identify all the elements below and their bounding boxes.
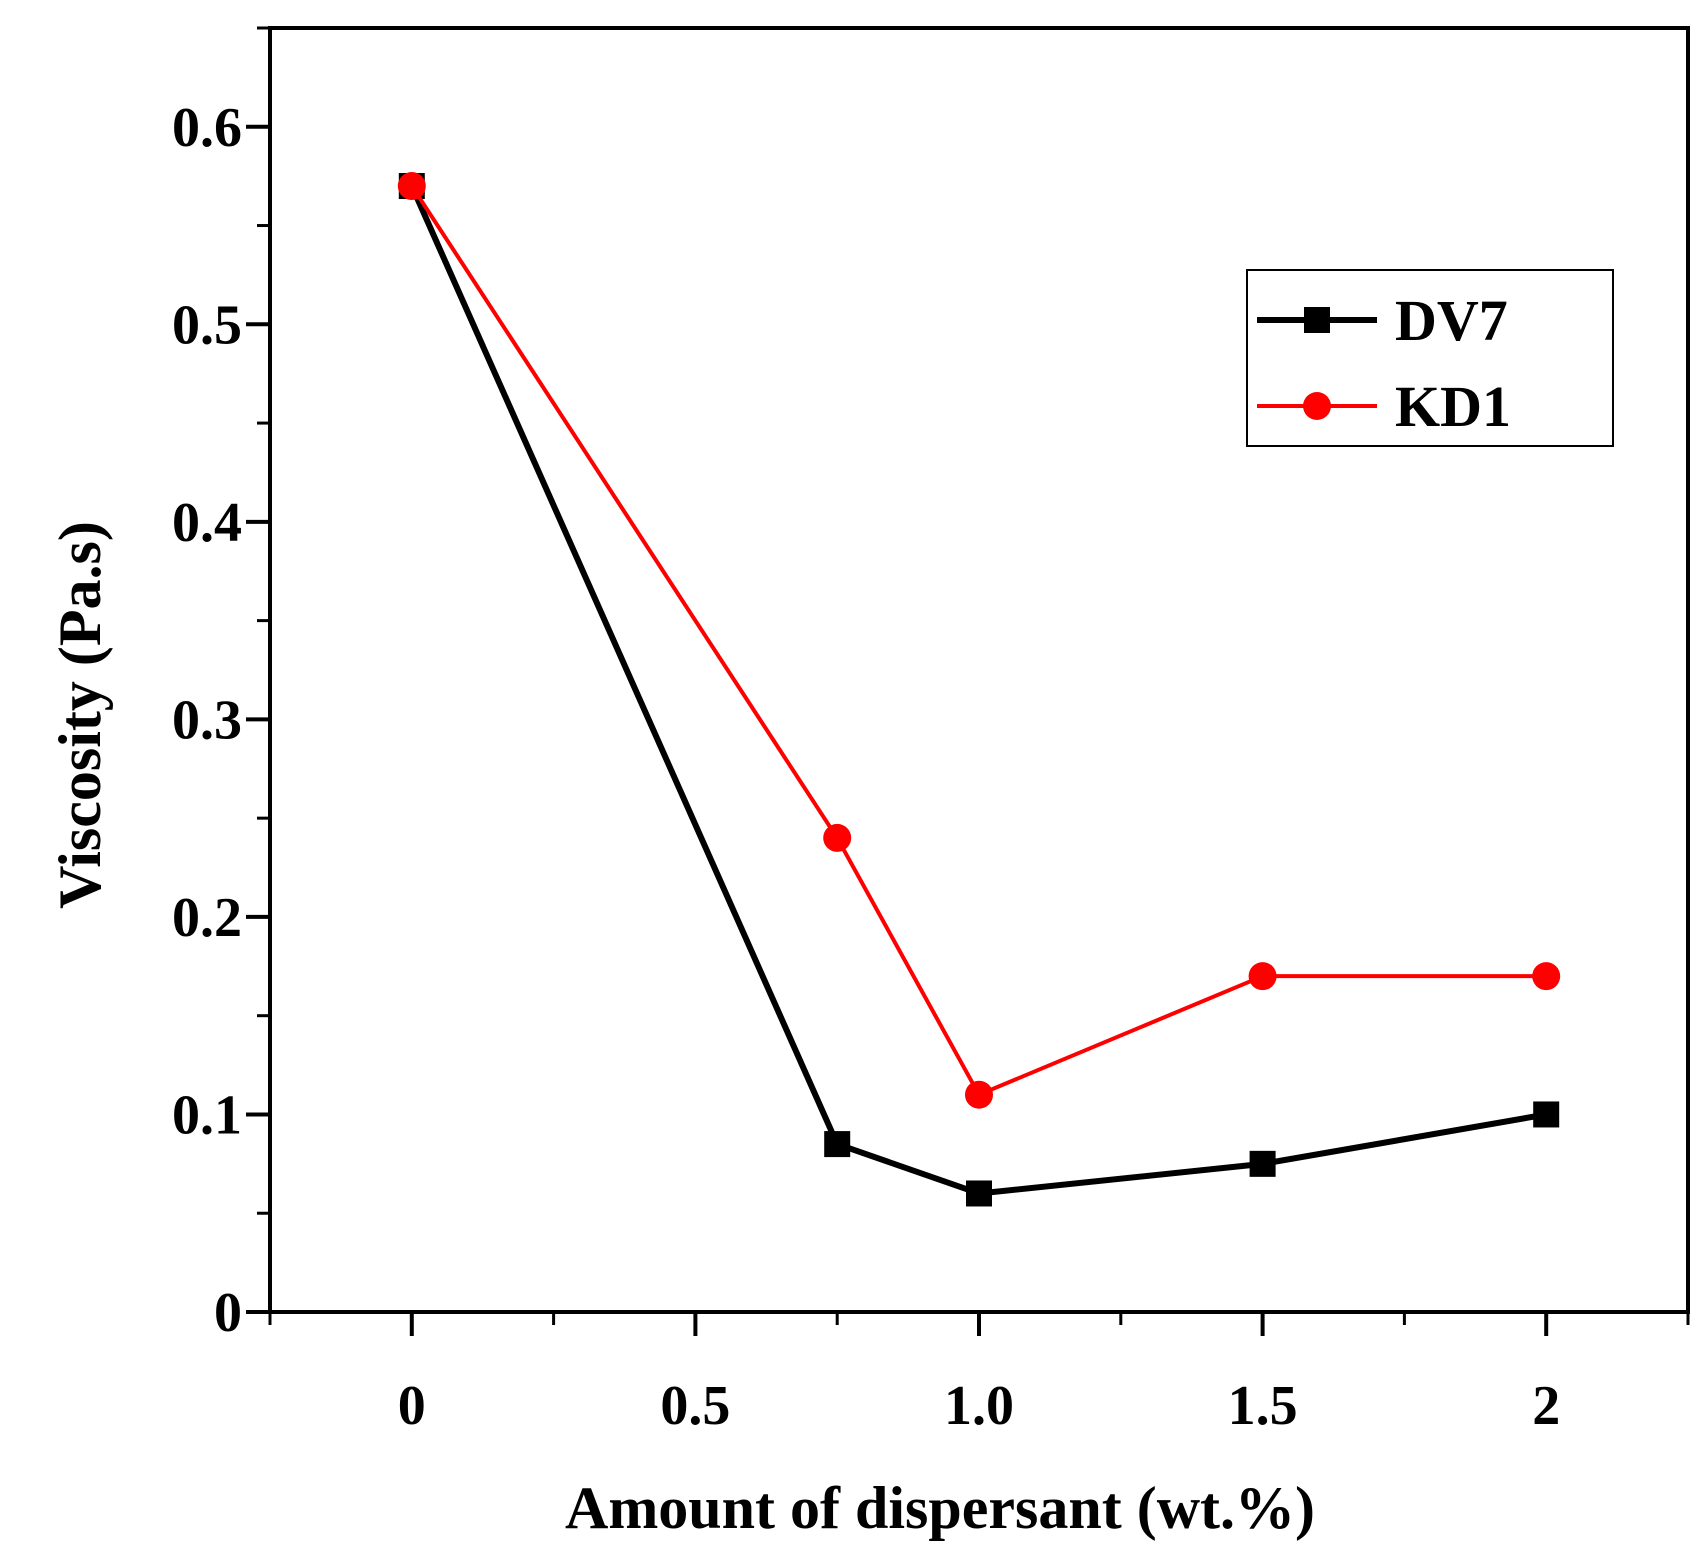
data-point-kd1	[1248, 962, 1277, 991]
series-layer	[397, 172, 1561, 1207]
y-tick-label: 0	[214, 1282, 242, 1344]
x-tick-label: 1.0	[944, 1375, 1014, 1437]
series-kd1	[397, 172, 1561, 1109]
y-tick-label: 0.2	[172, 887, 242, 949]
data-point-dv7	[1533, 1101, 1560, 1128]
y-tick-label: 0.4	[172, 492, 242, 554]
y-axis-ticks: 0 0.1 0.2 0.3 0.4 0.5 0.6	[172, 26, 270, 1344]
legend-marker	[1303, 392, 1331, 420]
y-tick-label: 0.3	[172, 689, 242, 751]
y-axis-title: Viscosity (Pa.s)	[47, 521, 113, 909]
data-point-dv7	[966, 1180, 992, 1207]
data-point-dv7	[824, 1131, 851, 1158]
data-point-dv7	[1249, 1150, 1276, 1177]
data-point-kd1	[1532, 962, 1561, 991]
plot-border	[268, 26, 1690, 1314]
data-point-kd1	[397, 172, 426, 201]
legend-label: DV7	[1395, 288, 1508, 353]
x-tick-label: 0.5	[660, 1375, 730, 1437]
data-point-kd1	[965, 1080, 993, 1109]
y-tick-label: 0.6	[172, 97, 242, 159]
x-tick-label: 0	[398, 1375, 426, 1437]
y-tick-label: 0.5	[172, 294, 242, 356]
data-point-kd1	[823, 823, 852, 852]
legend-item-kd1: KD1	[1257, 374, 1511, 439]
legend-marker	[1304, 307, 1330, 333]
x-tick-label: 2	[1532, 1375, 1560, 1437]
plot-frame	[268, 26, 1690, 1314]
legend-label: KD1	[1395, 374, 1511, 439]
x-tick-label: 1.5	[1228, 1375, 1298, 1437]
y-tick-label: 0.1	[172, 1084, 242, 1146]
legend-item-dv7: DV7	[1257, 288, 1508, 353]
x-axis-ticks: 0 0.5 1.0 1.5 2	[268, 1312, 1690, 1437]
x-axis-title: Amount of dispersant (wt.%)	[565, 1475, 1315, 1541]
